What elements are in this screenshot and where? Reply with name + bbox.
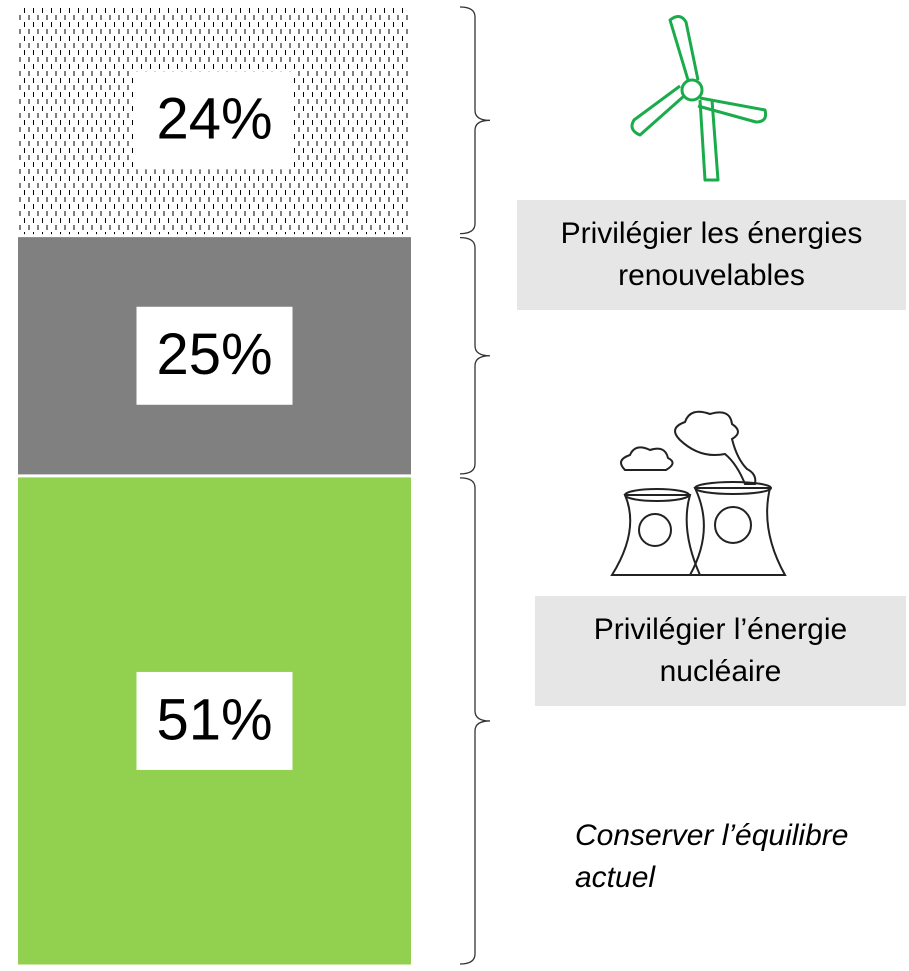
category-label: Privilégier les énergies renouvelables <box>517 200 906 310</box>
wind-turbine-icon <box>632 16 766 180</box>
category-label: Privilégier l’énergie nucléaire <box>535 596 906 706</box>
nuclear-plant-icon <box>612 412 785 575</box>
value-label: 24% <box>156 87 272 152</box>
page: 51% 25% 24% Privilégier les énergies renou… <box>0 0 909 971</box>
brace <box>460 238 490 474</box>
brace <box>460 7 490 234</box>
value-label: 51% <box>156 687 272 752</box>
value-label: 25% <box>156 322 272 387</box>
brace <box>460 478 490 964</box>
category-label: Conserver l’équilibre actuel <box>555 812 885 902</box>
